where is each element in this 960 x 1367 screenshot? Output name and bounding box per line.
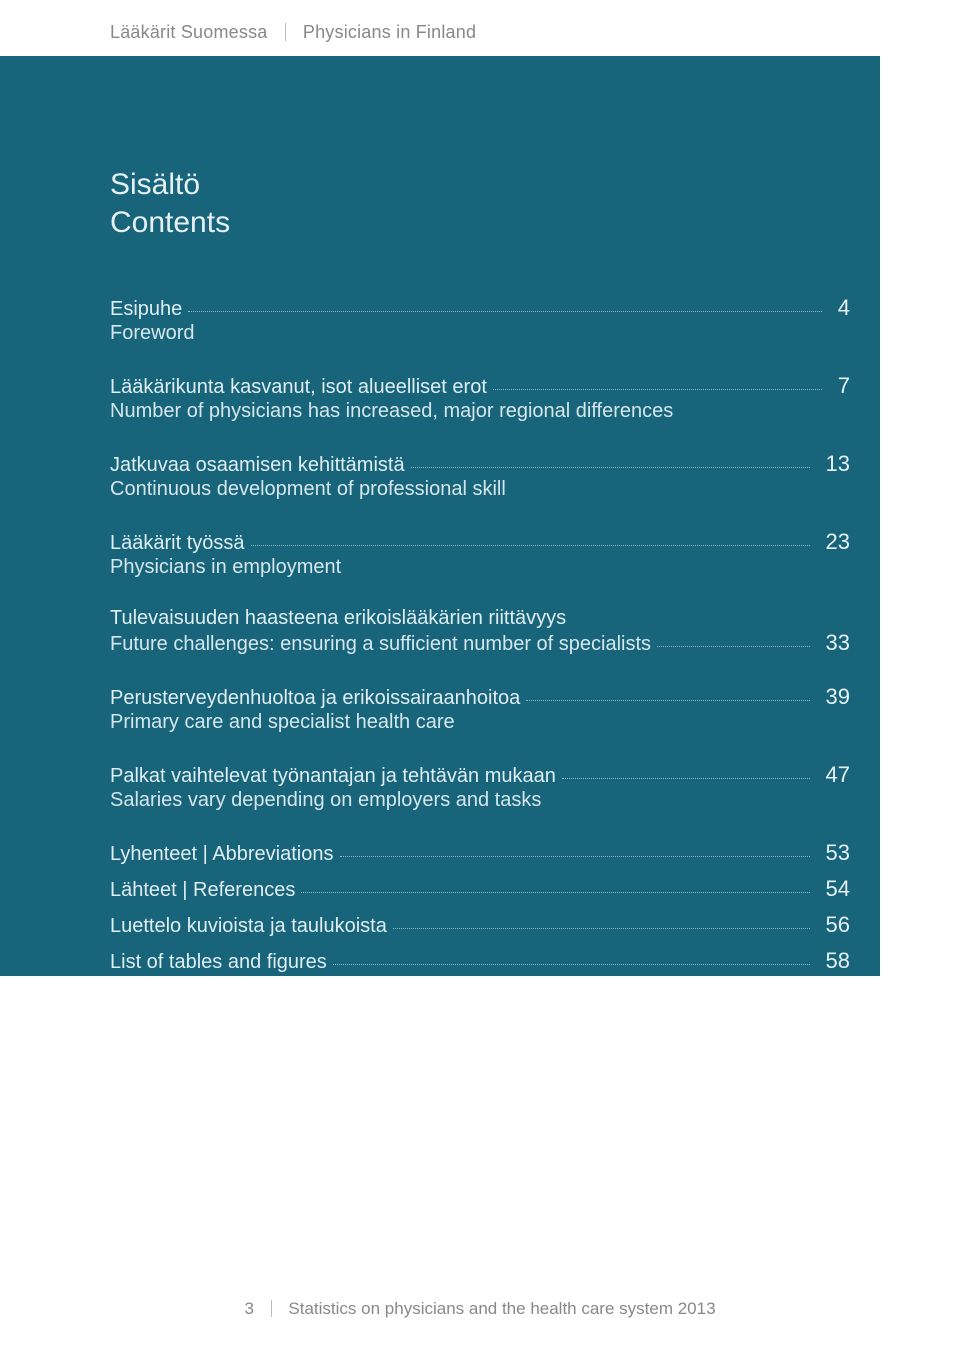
- running-head-separator: [285, 23, 286, 41]
- toc-label-fi: Esipuhe: [110, 298, 182, 321]
- page: Lääkärit Suomessa Physicians in Finland …: [0, 0, 960, 1367]
- toc-back-entry: List of tables and figures 58: [110, 948, 850, 974]
- toc-label-fi: Jatkuvaa osaamisen kehittämistä: [110, 454, 405, 477]
- toc-entry-row-top: Lääkärikunta kasvanut, isot alueelliset …: [110, 373, 850, 399]
- toc-label-en: Continuous development of professional s…: [110, 478, 506, 501]
- toc-entry: Lääkärikunta kasvanut, isot alueelliset …: [110, 373, 850, 423]
- page-title: Sisältö Contents: [110, 166, 850, 241]
- toc-label-en: Physicians in employment: [110, 556, 341, 579]
- toc-label-fi: Lääkärit työssä: [110, 532, 245, 555]
- toc-page-number: 13: [816, 451, 850, 477]
- toc-label-fi: Perusterveydenhuoltoa ja erikoissairaanh…: [110, 687, 520, 710]
- toc-page-number: 33: [816, 630, 850, 656]
- page-footer: 3 Statistics on physicians and the healt…: [0, 1299, 960, 1319]
- toc-entry: Tulevaisuuden haasteena erikoislääkärien…: [110, 607, 850, 656]
- toc-entry-row-bottom: Salaries vary depending on employers and…: [110, 788, 850, 812]
- toc-entry-row-top: Palkat vaihtelevat työnantajan ja tehtäv…: [110, 762, 850, 788]
- toc-page-number: 56: [816, 912, 850, 938]
- toc-list: Esipuhe 4 Foreword Lääkärikunta kasvanut, i…: [110, 295, 850, 812]
- footer-text: Statistics on physicians and the health …: [288, 1299, 715, 1318]
- toc-back-row: Lähteet | References 54: [110, 876, 850, 902]
- toc-label-en: Future challenges: ensuring a sufficient…: [110, 633, 651, 656]
- toc-entry-row-bottom: Number of physicians has increased, majo…: [110, 399, 850, 423]
- toc-entry-row-bottom: Foreword: [110, 321, 850, 345]
- toc-page-number: 58: [816, 948, 850, 974]
- toc-backmatter: Lyhenteet | Abbreviations 53 Lähteet | Ref…: [110, 840, 850, 974]
- toc-label-fi: Lääkärikunta kasvanut, isot alueelliset …: [110, 376, 487, 399]
- toc-label-en: Number of physicians has increased, majo…: [110, 400, 673, 423]
- toc-label-en: Primary care and specialist health care: [110, 711, 455, 734]
- toc-leader-dots: [340, 839, 810, 857]
- toc-back-label: Luettelo kuvioista ja taulukoista: [110, 915, 387, 938]
- toc-leader-dots: [562, 761, 810, 779]
- toc-back-entry: Lähteet | References 54: [110, 876, 850, 902]
- content-area: Sisältö Contents Esipuhe 4 Foreword Lääkäri…: [110, 56, 850, 984]
- toc-back-row: List of tables and figures 58: [110, 948, 850, 974]
- running-head-right: Physicians in Finland: [303, 22, 476, 42]
- toc-back-label: Lähteet | References: [110, 879, 295, 902]
- toc-entry-row-top: Tulevaisuuden haasteena erikoislääkärien…: [110, 607, 850, 630]
- toc-back-entry: Luettelo kuvioista ja taulukoista 56: [110, 912, 850, 938]
- toc-label-fi: Tulevaisuuden haasteena erikoislääkärien…: [110, 607, 566, 630]
- toc-leader-dots: [251, 528, 810, 546]
- toc-back-label: List of tables and figures: [110, 951, 327, 974]
- toc-label-fi: Palkat vaihtelevat työnantajan ja tehtäv…: [110, 765, 556, 788]
- toc-entry-row-top: Jatkuvaa osaamisen kehittämistä 13: [110, 451, 850, 477]
- toc-entry: Lääkärit työssä 23 Physicians in employmen…: [110, 529, 850, 579]
- toc-entry: Jatkuvaa osaamisen kehittämistä 13 Continu…: [110, 451, 850, 501]
- toc-label-en: Salaries vary depending on employers and…: [110, 789, 541, 812]
- page-title-en: Contents: [110, 204, 850, 242]
- toc-leader-dots: [333, 947, 810, 965]
- toc-page-number: 54: [816, 876, 850, 902]
- toc-leader-dots: [657, 629, 809, 647]
- running-head: Lääkärit Suomessa Physicians in Finland: [110, 22, 476, 43]
- toc-page-number: 53: [816, 840, 850, 866]
- footer-page-number: 3: [244, 1299, 253, 1318]
- toc-back-entry: Lyhenteet | Abbreviations 53: [110, 840, 850, 866]
- page-title-fi: Sisältö: [110, 166, 850, 204]
- toc-back-row: Lyhenteet | Abbreviations 53: [110, 840, 850, 866]
- footer-separator: [271, 1300, 272, 1317]
- running-head-left: Lääkärit Suomessa: [110, 22, 267, 42]
- toc-label-en: Foreword: [110, 322, 194, 345]
- toc-page-number: 23: [816, 529, 850, 555]
- toc-entry-row-top: Esipuhe 4: [110, 295, 850, 321]
- toc-entry-row-bottom: Future challenges: ensuring a sufficient…: [110, 630, 850, 656]
- toc-entry-row-top: Lääkärit työssä 23: [110, 529, 850, 555]
- toc-entry: Palkat vaihtelevat työnantajan ja tehtäv…: [110, 762, 850, 812]
- toc-entry-row-bottom: Continuous development of professional s…: [110, 477, 850, 501]
- toc-entry-row-bottom: Physicians in employment: [110, 555, 850, 579]
- toc-entry-row-bottom: Primary care and specialist health care: [110, 710, 850, 734]
- toc-page-number: 47: [816, 762, 850, 788]
- toc-leader-dots: [493, 372, 822, 390]
- toc-leader-dots: [301, 875, 809, 893]
- toc-entry-row-top: Perusterveydenhuoltoa ja erikoissairaanh…: [110, 684, 850, 710]
- toc-leader-dots: [411, 450, 810, 468]
- toc-leader-dots: [188, 294, 821, 312]
- toc-page-number: 4: [828, 295, 850, 321]
- toc-page-number: 39: [816, 684, 850, 710]
- toc-back-label: Lyhenteet | Abbreviations: [110, 843, 334, 866]
- toc-entry: Perusterveydenhuoltoa ja erikoissairaanh…: [110, 684, 850, 734]
- toc-page-number: 7: [828, 373, 850, 399]
- toc-back-row: Luettelo kuvioista ja taulukoista 56: [110, 912, 850, 938]
- toc-entry: Esipuhe 4 Foreword: [110, 295, 850, 345]
- toc-leader-dots: [393, 911, 810, 929]
- toc-leader-dots: [526, 683, 809, 701]
